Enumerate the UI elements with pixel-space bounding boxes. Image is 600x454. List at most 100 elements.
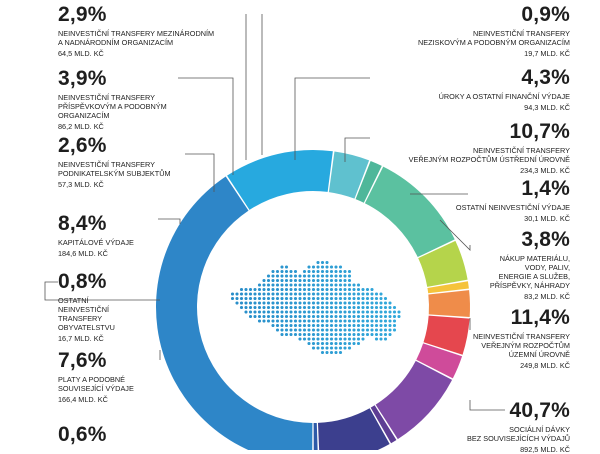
map-dot [253, 287, 257, 292]
map-dot [343, 287, 347, 292]
pct-s-platy: 7,6% [58, 349, 107, 372]
map-dot [275, 278, 280, 283]
map-dot [343, 278, 347, 283]
desc-s-uroky: ÚROKY A OSTATNÍ FINANČNÍ VÝDAJE [438, 92, 570, 101]
amount-s-mezinar: 64,5 MLD. KČ [58, 49, 104, 58]
map-dot [311, 319, 316, 323]
map-dot [257, 314, 262, 319]
pct-s-podnik: 2,6% [58, 134, 107, 157]
map-dot [280, 265, 284, 269]
map-dot [325, 287, 329, 292]
map-dot [361, 323, 365, 328]
map-dot [320, 278, 325, 283]
map-dot [383, 305, 388, 310]
pct-s-mezinar: 2,9% [58, 3, 107, 26]
map-dot [365, 310, 370, 314]
map-dot [284, 319, 289, 323]
map-dot [388, 310, 392, 314]
map-dot [235, 292, 239, 296]
map-dot [361, 337, 365, 341]
map-dot [343, 341, 347, 346]
map-dot [334, 310, 338, 314]
map-dot [374, 332, 379, 337]
map-dot [379, 323, 383, 328]
map-dot [311, 341, 316, 346]
map-dot [338, 314, 343, 319]
map-dot [329, 328, 334, 332]
map-dot [334, 292, 338, 296]
leader-line-s-obyv [44, 281, 160, 301]
map-dot [253, 314, 257, 319]
map-dot [275, 301, 280, 305]
map-dot [356, 310, 361, 314]
map-dot [320, 314, 325, 319]
map-dot [361, 287, 365, 292]
map-dot [334, 301, 338, 305]
map-dot [302, 274, 307, 278]
map-dot [289, 314, 293, 319]
map-dot [388, 323, 392, 328]
map-dot [338, 301, 343, 305]
map-dot [244, 301, 248, 305]
map-dot [307, 292, 311, 296]
map-dot [329, 319, 334, 323]
map-dot [275, 323, 280, 328]
map-dot [298, 301, 302, 305]
map-dot [343, 305, 347, 310]
map-dot [388, 328, 392, 332]
map-dot [334, 332, 338, 337]
map-dot [334, 296, 338, 301]
map-dot [280, 328, 284, 332]
map-dot [293, 328, 298, 332]
map-dot [275, 283, 280, 287]
map-dot [392, 310, 397, 314]
map-dot [374, 319, 379, 323]
map-dot [302, 314, 307, 319]
map-dot [365, 319, 370, 323]
map-dot [374, 323, 379, 328]
map-dot [343, 310, 347, 314]
map-dot [325, 283, 329, 287]
map-dot [298, 305, 302, 310]
map-dot [307, 319, 311, 323]
map-dot [302, 323, 307, 328]
map-dot [320, 350, 325, 355]
leader-line-s-kapital [158, 218, 181, 224]
map-dot [329, 350, 334, 355]
map-dot [307, 314, 311, 319]
map-dot [284, 265, 289, 269]
amount-s-uzemni: 249,8 MLD. KČ [520, 361, 570, 370]
map-dot [329, 314, 334, 319]
map-dot [271, 283, 275, 287]
map-dot [325, 296, 329, 301]
map-dot [307, 337, 311, 341]
map-dot [329, 296, 334, 301]
map-dot [257, 287, 262, 292]
map-dot [289, 305, 293, 310]
map-dot [320, 274, 325, 278]
map-dot [388, 332, 392, 337]
map-dot [338, 265, 343, 269]
map-dot [284, 287, 289, 292]
map-dot [370, 305, 374, 310]
pct-s-kapital: 8,4% [58, 212, 107, 235]
map-dot [293, 269, 298, 274]
map-dot [253, 305, 257, 310]
map-dot [275, 274, 280, 278]
desc-s-podnik: NEINVESTIČNÍ TRANSFERY PODNIKATELSKÝM SU… [58, 160, 171, 178]
map-dot [392, 305, 397, 310]
map-dot [280, 287, 284, 292]
map-dot [311, 269, 316, 274]
map-dot [280, 314, 284, 319]
map-dot [347, 323, 352, 328]
map-dot [347, 296, 352, 301]
map-dot [365, 314, 370, 319]
map-dot [266, 283, 271, 287]
map-dot [257, 301, 262, 305]
map-dot [289, 296, 293, 301]
label-s-last: 0,6% [58, 424, 233, 446]
map-dot [307, 287, 311, 292]
label-s-podnik: 2,6% NEINVESTIČNÍ TRANSFERY PODNIKATELSK… [58, 134, 233, 190]
map-dot [379, 310, 383, 314]
map-dot [307, 332, 311, 337]
